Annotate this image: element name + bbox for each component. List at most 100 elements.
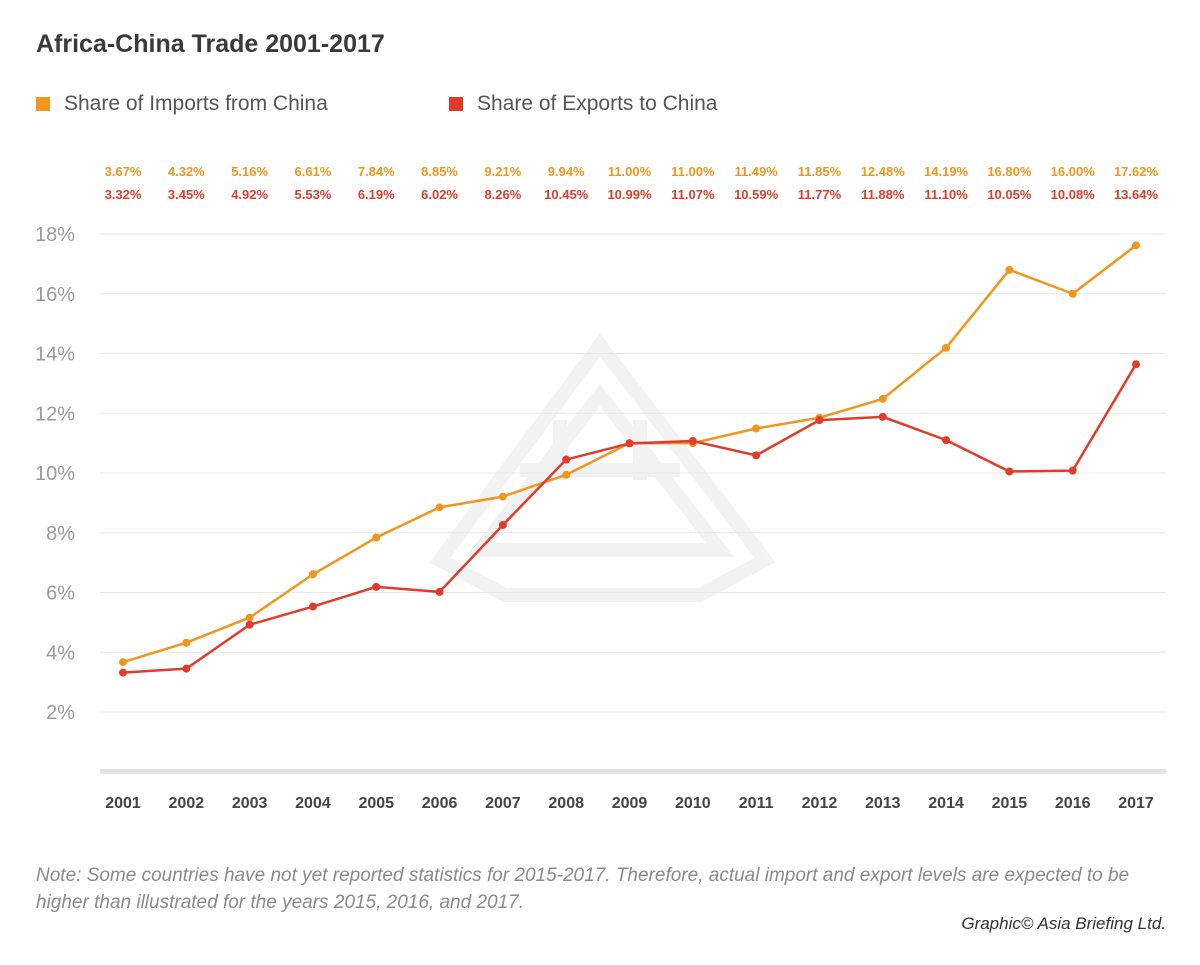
x-tick-label: 2002 [169, 795, 205, 812]
series-lines [122, 244, 1138, 674]
data-point-exports [878, 412, 887, 421]
data-point-exports [372, 582, 381, 591]
data-label-exports: 11.07% [671, 187, 715, 202]
data-label-imports: 11.85% [798, 164, 842, 179]
y-axis: 2% 4% 6% 8% 10% 12% 14% 16% 18% [35, 224, 75, 724]
data-label-imports: 11.49% [734, 164, 778, 179]
x-axis-line [100, 769, 1166, 774]
data-point-exports [182, 664, 191, 673]
data-label-exports: 5.53% [295, 187, 332, 202]
x-tick-label: 2011 [739, 795, 774, 812]
data-label-imports: 16.00% [1051, 164, 1096, 179]
chart-title: Africa-China Trade 2001-2017 [36, 30, 385, 58]
data-point-imports [942, 343, 951, 352]
y-tick-label: 16% [35, 284, 75, 306]
data-point-exports [119, 668, 127, 677]
data-point-imports [878, 394, 887, 403]
legend-item-exports: Share of Exports to China [449, 92, 717, 116]
data-label-exports: 10.45% [544, 187, 589, 202]
data-label-exports: 11.77% [798, 187, 842, 202]
data-point-imports [1005, 265, 1014, 274]
data-label-exports: 11.10% [924, 187, 968, 202]
x-tick-label: 2013 [865, 795, 901, 812]
data-point-imports [1068, 289, 1077, 298]
credit-line: Graphic© Asia Briefing Ltd. [961, 914, 1166, 933]
data-point-imports [119, 658, 127, 667]
data-point-imports [1132, 241, 1140, 250]
x-tick-label: 2010 [675, 795, 711, 812]
x-tick-label: 2001 [105, 795, 141, 812]
data-point-imports [752, 424, 761, 433]
data-point-exports [1005, 467, 1014, 476]
data-label-exports: 13.64% [1114, 187, 1159, 202]
x-tick-label: 2015 [992, 795, 1028, 812]
data-point-imports [498, 492, 507, 501]
data-label-imports: 9.94% [548, 164, 585, 179]
y-tick-label: 8% [46, 523, 75, 545]
data-label-exports: 10.99% [607, 187, 652, 202]
y-tick-label: 2% [46, 702, 75, 724]
data-label-exports: 4.92% [231, 187, 268, 202]
x-tick-label: 2009 [612, 795, 648, 812]
data-point-exports [308, 602, 317, 611]
x-tick-label: 2004 [295, 795, 331, 812]
data-point-exports [562, 455, 571, 464]
x-tick-label: 2008 [548, 795, 584, 812]
data-label-imports: 7.84% [358, 164, 395, 179]
data-label-exports: 3.45% [168, 187, 205, 202]
watermark-logo [429, 333, 776, 602]
data-point-exports [435, 587, 444, 596]
data-point-imports [182, 638, 191, 647]
data-point-exports [942, 436, 951, 445]
x-tick-label: 2017 [1118, 795, 1154, 812]
data-label-imports: 5.16% [231, 164, 268, 179]
footnote: Note: Some countries have not yet report… [36, 865, 1130, 913]
data-label-exports: 10.59% [734, 187, 779, 202]
value-labels: 3.67% 4.32% 5.16% 6.61% 7.84% 8.85% 9.21% 9.94%… [105, 164, 1159, 202]
data-point-imports [372, 533, 381, 542]
data-label-imports: 14.19% [924, 164, 969, 179]
data-point-exports [1132, 360, 1140, 369]
y-tick-label: 18% [35, 224, 75, 246]
data-point-imports [308, 570, 317, 579]
legend-label-exports: Share of Exports to China [477, 92, 718, 115]
data-label-imports: 8.85% [421, 164, 458, 179]
data-label-imports: 16.80% [987, 164, 1032, 179]
legend-item-imports: Share of Imports from China [36, 92, 328, 116]
data-label-imports: 6.61% [295, 164, 332, 179]
legend-swatch-exports [449, 97, 463, 111]
data-point-exports [815, 416, 824, 425]
data-point-exports [688, 437, 697, 446]
data-label-exports: 6.02% [421, 187, 458, 202]
data-label-imports: 11.00% [608, 164, 652, 179]
x-axis: 2001 2002 2003 2004 2005 2006 2007 2008 2009 2010… [100, 769, 1166, 812]
y-tick-label: 12% [35, 403, 75, 425]
legend-label-imports: Share of Imports from China [64, 92, 328, 115]
data-label-exports: 3.32% [105, 187, 142, 202]
data-label-exports: 8.26% [484, 187, 521, 202]
data-label-imports: 4.32% [168, 164, 205, 179]
y-tick-label: 14% [35, 344, 75, 366]
data-point-exports [1068, 466, 1077, 475]
data-point-exports [245, 620, 254, 629]
x-tick-label: 2014 [928, 795, 964, 812]
legend-swatch-imports [36, 97, 50, 111]
data-label-exports: 6.19% [358, 187, 395, 202]
data-label-imports: 9.21% [484, 164, 521, 179]
grid-lines [100, 233, 1166, 713]
chart-legend: Share of Imports from China Share of Exp… [36, 92, 1156, 120]
x-tick-label: 2012 [802, 795, 838, 812]
data-point-imports [562, 470, 571, 479]
data-point-imports [245, 613, 254, 622]
data-label-imports: 3.67% [105, 164, 142, 179]
data-point-exports [752, 451, 761, 460]
data-label-exports: 11.88% [861, 187, 905, 202]
data-label-imports: 17.62% [1114, 164, 1159, 179]
data-point-imports [435, 503, 444, 512]
data-label-exports: 10.08% [1051, 187, 1096, 202]
y-tick-label: 10% [35, 463, 75, 485]
y-tick-label: 4% [46, 642, 75, 664]
line-chart: 2% 4% 6% 8% 10% 12% 14% 16% 18% 2001 2002 2003 2004… [35, 164, 1166, 812]
data-label-imports: 12.48% [861, 164, 906, 179]
data-label-imports: 11.00% [671, 164, 715, 179]
